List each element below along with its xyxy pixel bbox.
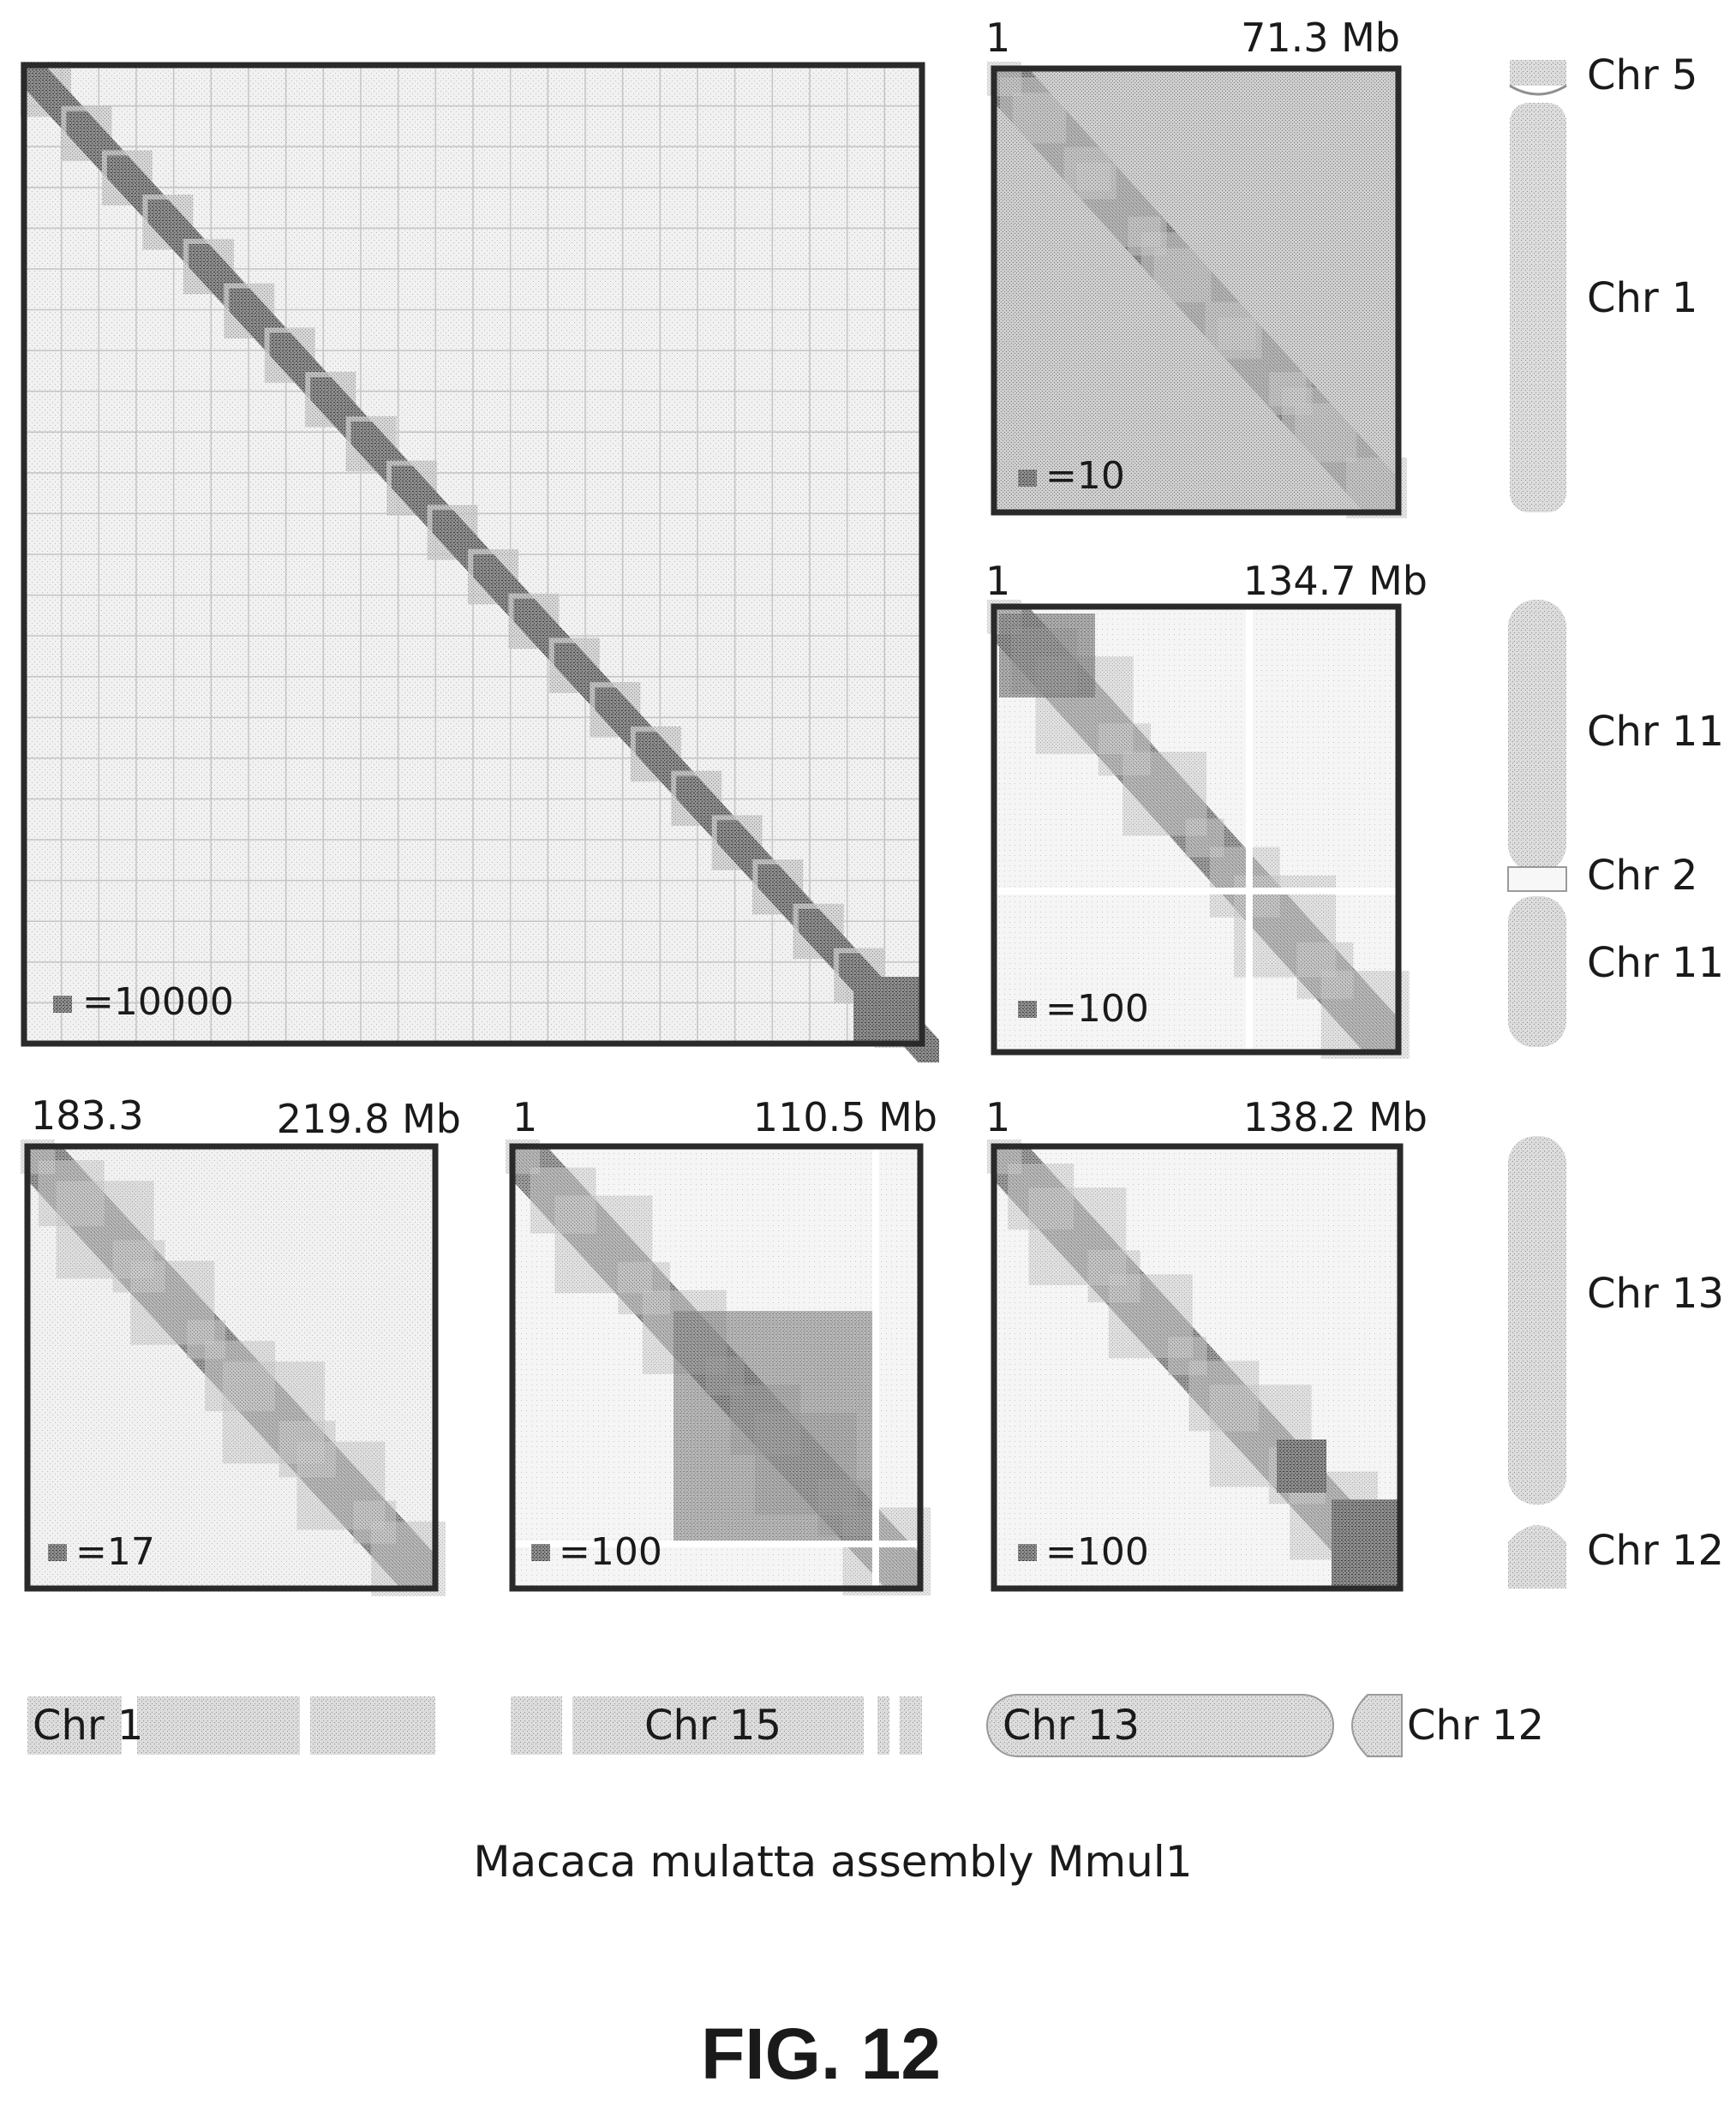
figure-caption: Macaca mulatta assembly Mmul1 — [473, 1837, 1192, 1887]
panel-chr12-block — [1332, 1499, 1398, 1587]
bottom-ideogram-chr15-seg2 — [572, 1696, 864, 1755]
panel-chr13-chr12: 1 138.2 Mb =100 — [985, 1094, 1428, 1592]
right-ideograms: Chr 5 Chr 1 Chr 11 Chr 2 Chr 11 Chr 13 C… — [1507, 51, 1724, 1588]
ideogram-chr12 — [1508, 1525, 1566, 1588]
bottom-ideogram-chr15-seg3 — [877, 1696, 889, 1755]
panel-chr11-diagonal — [987, 600, 1410, 1059]
ideogram-chr1 — [1510, 103, 1566, 512]
panel-chr15-diagonal — [506, 1140, 931, 1596]
label-bottom-chr12: Chr 12 — [1407, 1702, 1544, 1750]
label-bottom-chr13: Chr 13 — [1003, 1702, 1140, 1750]
ideogram-chr11-lower — [1508, 896, 1566, 1047]
panel-chr13-scale-label: =100 — [1045, 1530, 1149, 1574]
panel-chr1-frame — [24, 1143, 439, 1592]
ideogram-chr2 — [1507, 866, 1567, 892]
bottom-ideogram-chr1-seg2 — [137, 1696, 300, 1755]
label-right-chr13: Chr 13 — [1587, 1270, 1724, 1318]
ideogram-chr11-upper — [1508, 600, 1566, 872]
panel-chr11-top-block — [999, 613, 1095, 697]
panel-chr1-region: 183.3 219.8 Mb =17 — [21, 1092, 461, 1596]
panel-chr15-scale-swatch — [531, 1544, 550, 1561]
label-right-chr5: Chr 5 — [1587, 51, 1697, 99]
label-right-chr2: Chr 2 — [1587, 852, 1697, 900]
bottom-ideogram-chr1-seg1 — [27, 1696, 122, 1755]
panel-chr15: 1 110.5 Mb =100 — [506, 1094, 937, 1596]
bottom-ideogram-chr15-seg4 — [900, 1696, 922, 1755]
panel-chr1-start-label: 183.3 — [31, 1092, 144, 1139]
label-right-chr12: Chr 12 — [1587, 1527, 1724, 1575]
panel-chr11-frame — [991, 603, 1402, 1056]
panel-chr15-start-label: 1 — [512, 1094, 537, 1140]
figure-label: FIG. 12 — [701, 2013, 941, 2094]
main-diagonal-end-block — [853, 977, 920, 1042]
panel-chr5-scale-swatch — [1018, 470, 1037, 487]
bottom-ideogram-chr1-seg3 — [310, 1696, 435, 1755]
panel-chr13-frame — [991, 1143, 1404, 1592]
panel-chr11-end-label: 134.7 Mb — [1243, 558, 1428, 604]
panel-chr13-scale-swatch — [1018, 1544, 1037, 1561]
label-right-chr11-lower: Chr 11 — [1587, 939, 1724, 987]
label-bottom-chr15: Chr 15 — [644, 1702, 781, 1750]
panel-chr1-end-label: 219.8 Mb — [277, 1096, 461, 1142]
panel-chr15-large-domain — [673, 1311, 879, 1542]
label-right-chr1: Chr 1 — [1587, 274, 1697, 322]
ideogram-centromere-chr5 — [1509, 84, 1567, 96]
main-scale-label: =10000 — [82, 980, 234, 1024]
panel-chr13-small-block — [1277, 1439, 1326, 1493]
panel-chr15-scale-label: =100 — [559, 1530, 662, 1574]
panel-chr11-start-label: 1 — [985, 558, 1010, 604]
panel-chr15-end-label: 110.5 Mb — [753, 1094, 937, 1140]
panel-chr13-diagonal — [987, 1140, 1398, 1587]
panel-chr1-scale-swatch — [48, 1544, 67, 1561]
panel-chr5-chr1: 1 71.3 Mb =10 — [985, 15, 1408, 518]
panel-chr5-frame — [991, 65, 1402, 516]
main-map-diagonal-blocks — [21, 62, 939, 1062]
panel-chr5-scale-label: =10 — [1045, 454, 1125, 498]
main-contact-map: =10000 — [21, 62, 939, 1062]
bottom-ideogram-chr13 — [986, 1694, 1334, 1757]
main-map-frame — [21, 62, 925, 1047]
panel-chr15-frame — [509, 1143, 924, 1592]
panel-contact-domain — [1320, 970, 1410, 1059]
bottom-ideogram-chr12 — [1351, 1694, 1403, 1757]
panel-chr1-scale-label: =17 — [75, 1530, 155, 1574]
bottom-ideogram-chr15-seg1 — [511, 1696, 562, 1755]
panel-chr13-start-label: 1 — [985, 1094, 1010, 1140]
label-bottom-chr1: Chr 1 — [33, 1702, 143, 1750]
panel-chr1-diagonal — [21, 1140, 446, 1596]
panel-chr5-diagonal — [987, 62, 1408, 518]
panel-chr5-end-label: 71.3 Mb — [1241, 15, 1400, 61]
main-scale-swatch — [53, 996, 72, 1013]
panel-chr11-scale-swatch — [1018, 1001, 1037, 1018]
label-right-chr11-upper: Chr 11 — [1587, 708, 1724, 756]
panel-chr11-scale-label: =100 — [1045, 987, 1149, 1031]
bottom-ideograms: Chr 1 Chr 15 Chr 13 Chr 12 — [27, 1694, 1544, 1757]
ideogram-chr5 — [1510, 60, 1566, 86]
ideogram-chr13 — [1508, 1136, 1566, 1505]
panel-chr13-end-label: 138.2 Mb — [1243, 1094, 1428, 1140]
panel-chr5-start-label: 1 — [985, 15, 1010, 61]
panel-chr11-chr2: 1 134.7 Mb =100 — [985, 558, 1428, 1059]
